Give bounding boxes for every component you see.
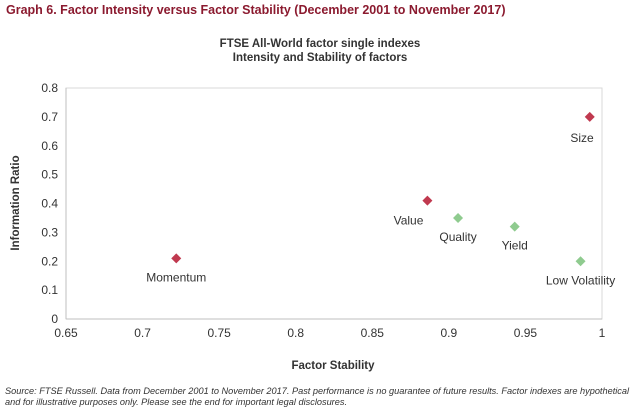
y-axis-ticks: 0 0.1 0.2 0.3 0.4 0.5 0.6 0.7 0.8	[41, 81, 58, 326]
graph-heading: Graph 6. Factor Intensity versus Factor …	[6, 3, 506, 17]
point-value	[422, 195, 433, 206]
point-label-low-volatility: Low Volatility	[546, 273, 615, 287]
y-tick-label: 0.8	[41, 81, 58, 95]
point-momentum	[171, 253, 182, 264]
point-yield	[509, 221, 520, 232]
y-axis-label: Information Ratio	[10, 155, 22, 251]
chart-subtitle: Intensity and Stability of factors	[232, 52, 408, 64]
x-tick-label: 0.8	[287, 326, 304, 340]
chart-title: FTSE All-World factor single indexes	[219, 38, 421, 50]
x-tick-label: 0.9	[441, 326, 458, 340]
y-tick-label: 0.4	[41, 197, 58, 211]
point-label-value: Value	[394, 214, 424, 228]
y-tick-label: 0.1	[41, 283, 58, 297]
y-tick-label: 0.5	[41, 168, 58, 182]
point-quality	[453, 212, 464, 223]
y-tick-label: 0.6	[41, 139, 58, 153]
point-label-momentum: Momentum	[146, 270, 206, 284]
x-tick-label: 0.85	[361, 326, 385, 340]
x-tick-label: 0.95	[514, 326, 538, 340]
x-tick-label: 0.7	[134, 326, 151, 340]
point-size	[584, 111, 595, 122]
x-axis-label: Factor Stability	[291, 360, 375, 372]
source-footnote: Source: FTSE Russell. Data from December…	[5, 386, 630, 407]
point-label-yield: Yield	[502, 239, 528, 253]
point-labels: Momentum Value Size Quality Yield Low Volatil…	[146, 131, 615, 287]
y-tick-label: 0	[51, 312, 58, 326]
point-label-quality: Quality	[439, 230, 476, 244]
x-axis-ticks: 0.65 0.7 0.75 0.8 0.85 0.9 0.95 1	[54, 326, 605, 340]
x-tick-label: 0.65	[54, 326, 78, 340]
x-tick-label: 1	[599, 326, 606, 340]
point-low-volatility	[575, 256, 586, 267]
axes	[65, 87, 603, 320]
data-points	[171, 111, 595, 267]
point-label-size: Size	[570, 131, 594, 145]
y-tick-label: 0.3	[41, 225, 58, 239]
y-tick-label: 0.2	[41, 254, 58, 268]
x-tick-label: 0.75	[207, 326, 231, 340]
y-tick-label: 0.7	[41, 110, 58, 124]
